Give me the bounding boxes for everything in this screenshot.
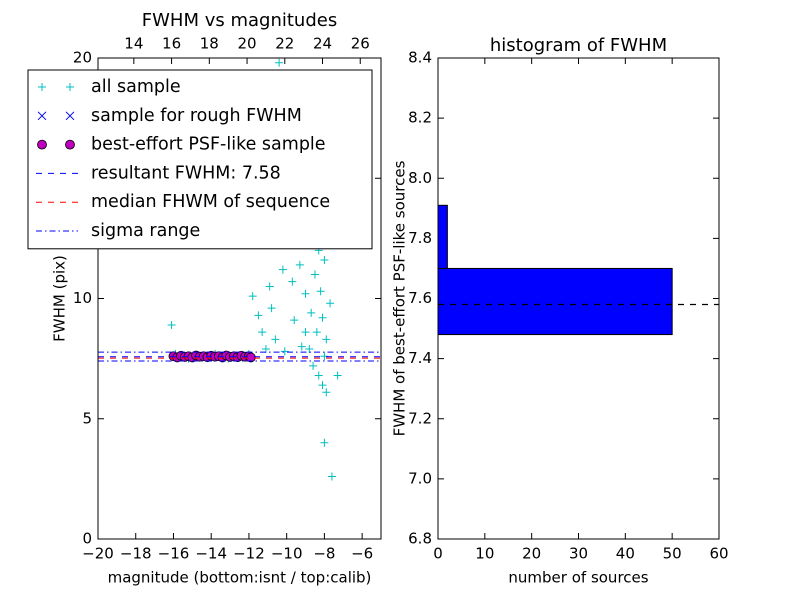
legend-label: sample for rough FWHM (91, 106, 302, 126)
x2-tick-label: 24 (313, 35, 332, 53)
y-tick-label: 8.2 (408, 109, 432, 127)
y-tick-label: 7.4 (408, 349, 432, 367)
point (278, 265, 287, 274)
legend-marker (65, 111, 75, 121)
y-tick-label: 20 (73, 49, 92, 67)
x-tick-label: 40 (616, 545, 635, 563)
x-tick-label: −6 (351, 545, 373, 563)
x-axis-label: magnitude (bottom:isnt / top:calib) (108, 569, 372, 587)
legend-label: sigma range (91, 221, 200, 241)
point (322, 388, 331, 397)
x2-tick-label: 18 (200, 35, 219, 53)
legend-label: resultant FWHM: 7.58 (91, 163, 281, 183)
legend-marker (66, 83, 74, 91)
point (322, 335, 331, 344)
legend-marker (37, 111, 47, 121)
y-tick-label: 7.0 (408, 469, 432, 487)
point (280, 347, 289, 356)
point (297, 342, 306, 351)
y-tick-label: 7.8 (408, 229, 432, 247)
axes-frame (437, 57, 720, 540)
point (288, 277, 297, 286)
x-tick-label: 20 (522, 545, 541, 563)
legend-label: median FHWM of sequence (91, 192, 330, 212)
point (167, 320, 176, 329)
point (254, 311, 263, 320)
x-tick-label: 0 (433, 545, 443, 563)
chart-title: FWHM vs magnitudes (142, 10, 337, 31)
x-tick-label: −20 (82, 545, 114, 563)
y-axis-label: FWHM (pix) (51, 255, 69, 342)
x-axis-label: number of sources (508, 569, 648, 587)
x-tick-label: 60 (709, 545, 728, 563)
x2-tick-label: 20 (237, 35, 256, 53)
point (333, 371, 342, 380)
x2-tick-label: 26 (351, 35, 370, 53)
legend-label: all sample (91, 77, 181, 97)
point (258, 328, 267, 337)
point (305, 345, 314, 354)
point (318, 381, 327, 390)
x-tick-label: −10 (271, 545, 303, 563)
y-tick-label: 10 (73, 289, 92, 307)
point (267, 304, 276, 313)
point (275, 58, 284, 67)
point (245, 352, 256, 363)
x-tick-label: −18 (120, 545, 152, 563)
point (312, 328, 321, 337)
y-tick-label: 8.0 (408, 169, 432, 187)
point (320, 438, 329, 447)
axes-frame (97, 57, 382, 540)
point (248, 292, 257, 301)
point (316, 287, 325, 296)
bar (437, 204, 448, 269)
point (301, 328, 310, 337)
legend-marker (65, 139, 75, 150)
x-tick-label: −8 (313, 545, 335, 563)
x2-tick-label: 22 (275, 35, 294, 53)
point (271, 335, 280, 344)
x-tick-label: 10 (475, 545, 494, 563)
y-tick-label: 8.4 (408, 49, 432, 67)
x-tick-label: 50 (663, 545, 682, 563)
point (310, 270, 319, 279)
x-tick-label: 30 (569, 545, 588, 563)
legend-marker (37, 139, 47, 150)
point (318, 313, 327, 322)
x2-tick-label: 16 (162, 35, 181, 53)
point (309, 361, 318, 370)
x2-tick-label: 14 (124, 35, 143, 53)
x-tick-label: −14 (195, 545, 227, 563)
y-tick-label: 7.2 (408, 409, 432, 427)
point (301, 289, 310, 298)
point (265, 282, 274, 291)
point (307, 308, 316, 317)
y-axis-label: FWHM of best-effort PSF-like sources (391, 160, 409, 436)
point (327, 472, 336, 481)
point (326, 299, 335, 308)
legend-label: best-effort PSF-like sample (91, 135, 326, 155)
y-tick-label: 7.6 (408, 289, 432, 307)
x-tick-label: −16 (158, 545, 190, 563)
x-tick-label: −12 (233, 545, 265, 563)
legend-box (27, 69, 373, 250)
legend-marker (38, 83, 46, 91)
bar (437, 267, 673, 336)
y-tick-label: 6.8 (408, 530, 432, 548)
point (320, 256, 329, 265)
point (290, 316, 299, 325)
point (295, 260, 304, 269)
y-tick-label: 5 (82, 409, 92, 427)
y-tick-label: 0 (82, 530, 92, 548)
chart-title: histogram of FWHM (490, 35, 667, 56)
point (314, 371, 323, 380)
